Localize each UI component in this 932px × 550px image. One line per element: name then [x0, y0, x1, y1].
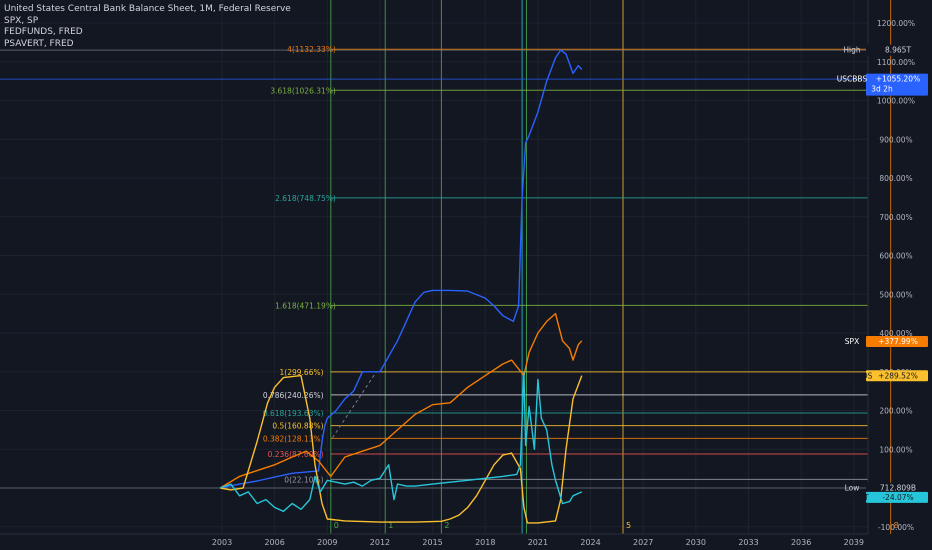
price-label-bg-fedfunds [866, 370, 928, 382]
price-label-value-high: 8.965T [885, 46, 911, 55]
series-fedfunds [220, 374, 583, 524]
fib-level-label-2: 2.618(748.75%) [275, 194, 336, 203]
fib-level-label-9: 0.236(87.60%) [268, 450, 324, 459]
horizontal-lines [0, 49, 868, 489]
fib-level-label-8: 0.382(128.13%) [263, 434, 324, 443]
fib-level-label-6: 0.618(193.63%) [263, 409, 324, 418]
fib-level-label-4: 1(299.66%) [280, 368, 324, 377]
fib-level-label-3: 1.618(471.19%) [275, 301, 336, 310]
y-tick-label-7: 700.00% [879, 213, 912, 222]
price-label-bg-low [866, 482, 928, 494]
x-tick-label-10: 2033 [738, 538, 758, 547]
price-label-bg-high [866, 44, 928, 56]
x-axis: 2003 2006 2009 2012 2015 2018 2021 2024 2027 2030… [0, 533, 868, 547]
grid [0, 0, 868, 534]
fib-level-label-5: 0.786(240.26%) [263, 391, 324, 400]
series-lines [219, 49, 583, 524]
y-tick-label-8: 800.00% [879, 174, 912, 183]
y-tick-label-10: 1000.00% [877, 97, 915, 106]
x-tick-label-4: 2015 [422, 538, 442, 547]
y-tick-label-5: 500.00% [879, 290, 912, 299]
fib-retracement: 4(1132.33%)3.618(1026.31%)2.618(748.75%)… [263, 45, 868, 484]
price-label-value-spx: +377.99% [878, 337, 918, 346]
fib-level-label-10: 0(22.10%) [284, 475, 323, 484]
price-label-value-usccbbs: +1055.20% [876, 75, 920, 84]
price-label-bg-spx [866, 336, 928, 348]
price-label-name-fedfunds: FEDFUNDS [832, 371, 873, 380]
price-label-bg-usccbbs [866, 73, 928, 96]
time-zone-label-2: 2 [444, 521, 449, 530]
x-tick-label-7: 2024 [580, 538, 600, 547]
price-label-value-psavert: -24.07% [882, 493, 913, 502]
chart-legend: United States Central Bank Balance Sheet… [4, 4, 291, 50]
price-labels: High 8.965T USCBBS +1055.20%3d 2h SPX +377.99… [832, 44, 928, 503]
y-tick-label-12: 1200.00% [877, 19, 915, 28]
time-zone-label-1: 1 [388, 521, 393, 530]
price-label-value-low: 712.809B [880, 484, 916, 493]
series-psavert [219, 371, 583, 512]
fib-level-label-1: 3.618(1026.31%) [270, 86, 336, 95]
x-tick-label-8: 2027 [633, 538, 653, 547]
time-zone-label-6: 8 [894, 521, 899, 530]
price-label-name-usccbbs: USCBBS [837, 75, 868, 84]
x-tick-label-5: 2018 [475, 538, 495, 547]
y-tick-label-11: 1100.00% [877, 58, 915, 67]
y-tick-label-1: 100.00% [879, 445, 912, 454]
price-label-name-spx: SPX [845, 337, 859, 346]
x-tick-label-0: 2003 [212, 538, 232, 547]
x-tick-label-2: 2009 [317, 538, 337, 547]
x-tick-label-1: 2006 [264, 538, 284, 547]
series-usccbbs [220, 49, 583, 489]
y-tick-label-4: 400.00% [879, 329, 912, 338]
price-label-extra-usccbbs: 3d 2h [871, 85, 893, 94]
time-zone-label-5: 5 [626, 521, 631, 530]
y-tick-label-2: 200.00% [879, 407, 912, 416]
price-label-value-fedfunds: +289.52% [878, 371, 918, 380]
x-tick-label-11: 2036 [791, 538, 811, 547]
series-spx [219, 312, 583, 489]
x-tick-label-9: 2030 [686, 538, 706, 547]
trend-line [332, 371, 377, 438]
legend-psavert[interactable]: PSAVERT, FRED [4, 38, 74, 49]
price-label-name-high: High [843, 46, 860, 55]
price-label-name-psavert: PSAVERT [835, 493, 869, 502]
x-tick-label-6: 2021 [528, 538, 548, 547]
y-tick-label-0: -100.00% [878, 523, 914, 532]
price-label-name-low: Low [845, 484, 860, 493]
y-tick-label-9: 900.00% [879, 135, 912, 144]
fib-level-label-7: 0.5(160.88%) [272, 422, 323, 431]
legend-spx[interactable]: SPX, SP [4, 15, 39, 26]
price-label-bg-psavert [866, 491, 928, 503]
legend-fedfunds[interactable]: FEDFUNDS, FRED [4, 27, 83, 37]
x-tick-label-3: 2012 [370, 538, 390, 547]
legend-title[interactable]: United States Central Bank Balance Sheet… [4, 4, 291, 14]
y-tick-label-6: 600.00% [879, 252, 912, 261]
time-zone-label-0: 0 [334, 521, 339, 530]
x-tick-label-12: 2039 [844, 538, 864, 547]
